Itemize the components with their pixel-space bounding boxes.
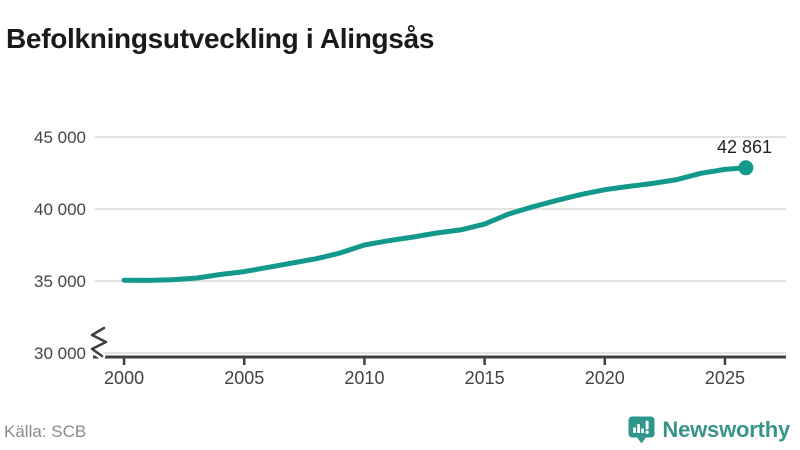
x-axis	[93, 355, 786, 365]
svg-text:2020: 2020	[585, 368, 625, 388]
x-axis-labels: 2000 2005 2010 2015 2020 2025	[104, 368, 745, 388]
chart-title: Befolkningsutveckling i Alingsås	[6, 22, 435, 54]
axis-break-icon	[88, 324, 110, 360]
svg-text:2005: 2005	[224, 368, 264, 388]
brand-name: Newsworthy	[662, 417, 790, 442]
svg-text:30 000: 30 000	[34, 344, 86, 363]
svg-text:45 000: 45 000	[34, 128, 86, 147]
gridlines	[95, 136, 786, 354]
svg-text:2000: 2000	[104, 368, 144, 388]
bar-chart-speech-bubble-icon	[628, 416, 655, 444]
svg-text:2015: 2015	[465, 368, 505, 388]
y-axis-labels: 30 000 35 000 40 000 45 000	[34, 128, 86, 363]
newsworthy-logo[interactable]: Newsworthy	[628, 416, 790, 444]
svg-text:40 000: 40 000	[34, 200, 86, 219]
svg-text:2010: 2010	[344, 368, 384, 388]
end-point-label: 42 861	[717, 137, 772, 157]
series-line	[121, 165, 749, 283]
svg-text:2025: 2025	[705, 368, 745, 388]
end-point-dot	[738, 160, 754, 176]
source-note: Källa: SCB	[4, 422, 87, 441]
svg-text:35 000: 35 000	[34, 272, 86, 291]
